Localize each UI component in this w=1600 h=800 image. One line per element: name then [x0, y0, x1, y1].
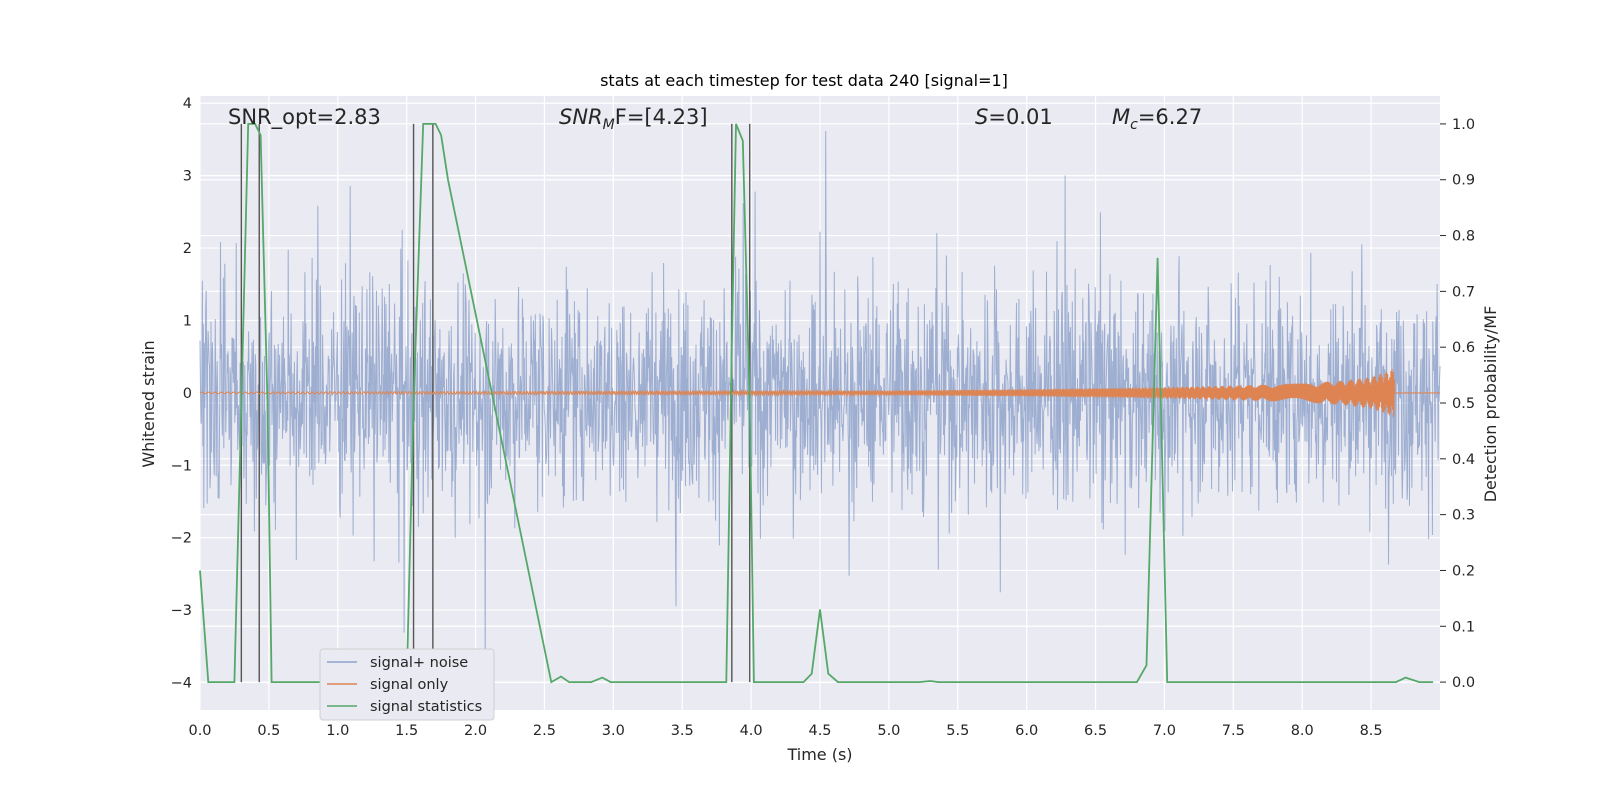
signal-statistics-series [199, 123, 1434, 684]
x-tick-label: 1.5 [395, 723, 418, 739]
right-y-tick-label: 0.2 [1452, 563, 1475, 579]
right-y-tick-label: 0.3 [1452, 508, 1475, 524]
legend-label-noise: signal+ noise [370, 655, 468, 671]
x-tick-label: 3.0 [602, 723, 625, 739]
x-tick-label: 1.0 [326, 723, 349, 739]
x-tick-label: 7.0 [1153, 723, 1176, 739]
right-y-tick-label: 0.4 [1452, 452, 1475, 468]
x-tick-label: 2.0 [464, 723, 487, 739]
signal-only-line [199, 368, 1440, 417]
x-tick-label: 2.5 [533, 723, 556, 739]
x-tick-label: 0.0 [188, 723, 211, 739]
y-tick-label: −2 [171, 531, 192, 547]
x-axis-label: Time (s) [786, 745, 852, 764]
chart-title: stats at each timestep for test data 240… [600, 71, 1008, 90]
x-tick-label: 4.5 [808, 723, 831, 739]
right-y-tick-label: 0.1 [1452, 619, 1475, 635]
annotation-s: S=0.01 [975, 105, 1053, 129]
x-tick-label: 6.0 [1015, 723, 1038, 739]
x-tick-label: 0.5 [257, 723, 280, 739]
signal-statistics-line [199, 123, 1434, 684]
y-tick-label: 1 [183, 313, 192, 329]
y-tick-label: 3 [183, 169, 192, 185]
y-tick-label: −3 [171, 603, 192, 619]
right-y-axis-label: Detection probability/MF [1481, 306, 1500, 503]
legend: signal+ noise signal only signal statist… [319, 648, 495, 721]
x-tick-label: 5.0 [877, 723, 900, 739]
legend-box [319, 648, 495, 721]
y-axis-label: Whitened strain [139, 340, 158, 467]
x-axis-ticks: 0.0 0.5 1.0 1.5 2.0 2.5 3.0 3.5 4.0 4.5 5.0 5.5 6.0 6… [188, 723, 1382, 739]
y-tick-label: 2 [183, 241, 192, 257]
s-tail: =0.01 [988, 105, 1052, 129]
x-tick-label: 8.5 [1360, 723, 1383, 739]
x-tick-label: 7.5 [1222, 723, 1245, 739]
right-y-axis-ticks: 0.0 0.1 0.2 0.3 0.4 0.5 0.6 0.7 0.8 0.9 1.0 [1440, 117, 1475, 691]
mc-tail: =6.27 [1138, 105, 1202, 129]
right-y-tick-label: 1.0 [1452, 117, 1475, 133]
x-tick-label: 6.5 [1084, 723, 1107, 739]
right-y-tick-label: 0.0 [1452, 675, 1475, 691]
x-tick-label: 5.5 [946, 723, 969, 739]
mc-base: M [1112, 105, 1130, 129]
snr-mf-tail: F=[4.23] [615, 105, 708, 129]
right-y-tick-label: 0.8 [1452, 229, 1475, 245]
right-y-tick-label: 0.9 [1452, 173, 1475, 189]
mc-sub: c [1130, 117, 1138, 133]
x-tick-label: 3.5 [671, 723, 694, 739]
right-y-tick-label: 0.5 [1452, 396, 1475, 412]
legend-label-stats: signal statistics [370, 699, 482, 715]
y-tick-label: −1 [171, 458, 192, 474]
y-axis-ticks: −4 −3 −2 −1 0 1 2 3 4 [171, 96, 192, 691]
x-tick-label: 4.0 [740, 723, 763, 739]
annotation-mc: Mc=6.27 [1112, 105, 1202, 133]
annotation-snr-opt: SNR_opt=2.83 [228, 105, 381, 130]
legend-label-signal: signal only [370, 677, 449, 693]
y-tick-label: 0 [183, 386, 192, 402]
x-tick-label: 8.0 [1291, 723, 1314, 739]
y-tick-label: 4 [183, 96, 192, 112]
y-tick-label: −4 [171, 675, 192, 691]
snr-mf-sub: M [603, 117, 615, 133]
s-base: S [975, 105, 988, 129]
annotation-snr-mf: SNRMF=[4.23] [559, 105, 708, 133]
right-y-tick-label: 0.7 [1452, 284, 1475, 300]
right-y-tick-label: 0.6 [1452, 340, 1475, 356]
snr-mf-base: SNR [559, 105, 603, 129]
signal-only-series [199, 368, 1440, 417]
